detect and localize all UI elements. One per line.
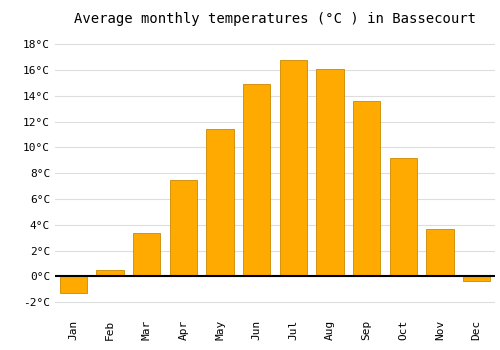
Bar (133, 232, 160, 276)
Bar (96, 270, 124, 276)
Bar (206, 130, 234, 276)
Bar (170, 180, 197, 276)
Bar (60, 276, 87, 293)
Bar (463, 276, 490, 281)
Bar (390, 158, 417, 276)
Bar (426, 229, 454, 276)
Bar (316, 69, 344, 276)
Title: Average monthly temperatures (°C ) in Bassecourt: Average monthly temperatures (°C ) in Ba… (74, 12, 476, 26)
Bar (243, 84, 270, 276)
Bar (353, 101, 380, 277)
Bar (280, 60, 307, 276)
